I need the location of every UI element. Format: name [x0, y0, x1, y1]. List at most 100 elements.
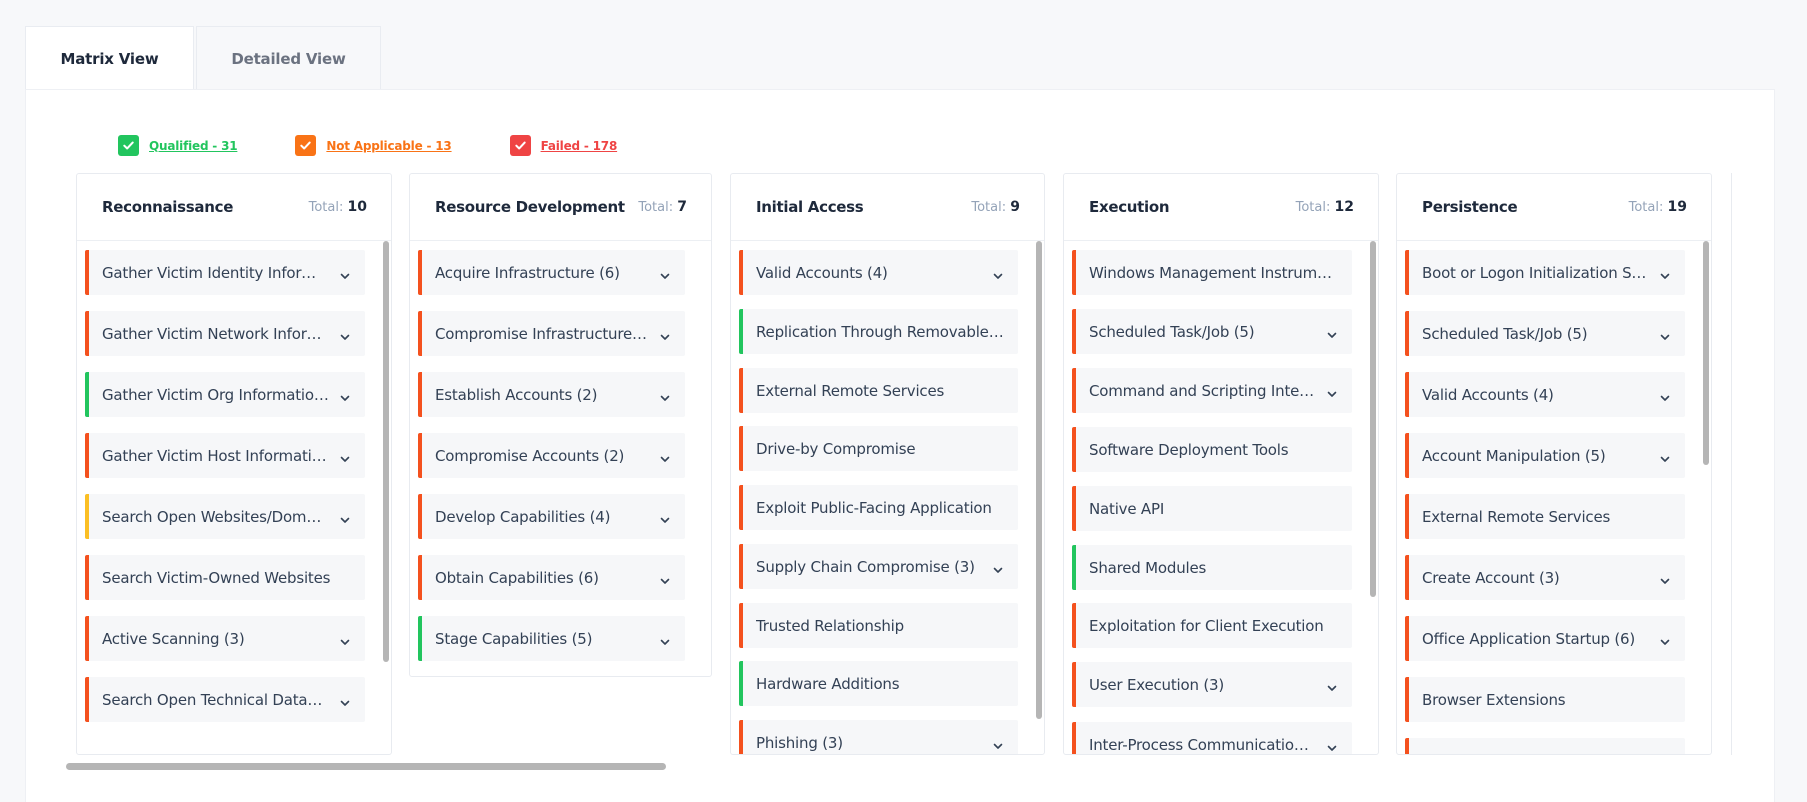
technique-label: Trusted Relationship [756, 616, 904, 635]
not-applicable-checkbox-icon[interactable] [295, 135, 317, 156]
technique-item[interactable]: Gather Victim Network Information (6) [85, 311, 365, 356]
horizontal-scrollbar[interactable] [66, 763, 666, 770]
technique-item[interactable]: Phishing (3) [739, 720, 1018, 754]
technique-item[interactable]: Develop Capabilities (4) [418, 494, 685, 539]
technique-item[interactable]: External Remote Services [1405, 494, 1685, 539]
chevron-down-icon[interactable] [1659, 572, 1671, 584]
technique-item[interactable]: Compromise Accounts (2) [418, 433, 685, 478]
technique-list[interactable]: Windows Management Instrumentation Schedu… [1064, 241, 1378, 754]
technique-item[interactable]: Office Application Startup (6) [1405, 616, 1685, 661]
technique-item[interactable]: Account Manipulation (5) [1405, 433, 1685, 478]
chevron-down-icon[interactable] [1326, 739, 1338, 751]
chevron-down-icon[interactable] [339, 694, 351, 706]
technique-item[interactable]: Boot or Logon Initialization Scripts (5) [1405, 250, 1685, 295]
technique-item[interactable]: Scheduled Task/Job (5) [1405, 311, 1685, 356]
technique-item[interactable]: User Execution (3) [1072, 662, 1352, 707]
technique-item[interactable]: Gather Victim Host Information (4) [85, 433, 365, 478]
tab-matrix-view[interactable]: Matrix View [25, 26, 194, 90]
technique-item[interactable]: Gather Victim Org Information (4) [85, 372, 365, 417]
technique-list[interactable]: Acquire Infrastructure (6) Compromise Inf… [410, 241, 711, 676]
technique-label: Gather Victim Network Information (6) [102, 324, 329, 343]
total-label: Total: [638, 200, 674, 215]
chevron-down-icon[interactable] [1326, 326, 1338, 338]
chevron-down-icon[interactable] [659, 328, 671, 340]
technique-item[interactable]: Command and Scripting Interpreter (8) [1072, 368, 1352, 413]
legend-qualified[interactable]: Qualified - 31 [118, 135, 238, 156]
technique-list[interactable]: Boot or Logon Initialization Scripts (5)… [1397, 241, 1711, 754]
chevron-down-icon[interactable] [659, 633, 671, 645]
chevron-down-icon[interactable] [1659, 450, 1671, 462]
technique-item[interactable]: Gather Victim Identity Information (3) [85, 250, 365, 295]
chevron-down-icon[interactable] [992, 267, 1004, 279]
technique-item[interactable]: Create Account (3) [1405, 555, 1685, 600]
chevron-down-icon[interactable] [992, 561, 1004, 573]
chevron-down-icon[interactable] [339, 267, 351, 279]
legend-failed[interactable]: Failed - 178 [509, 135, 618, 156]
chevron-down-icon[interactable] [1659, 633, 1671, 645]
technique-item[interactable]: Supply Chain Compromise (3) [739, 544, 1018, 589]
technique-item[interactable]: Search Victim-Owned Websites [85, 555, 365, 600]
technique-item[interactable]: Software Deployment Tools [1072, 427, 1352, 472]
technique-item[interactable]: Scheduled Task/Job (5) [1072, 309, 1352, 354]
chevron-down-icon[interactable] [1659, 328, 1671, 340]
technique-item[interactable]: Browser Extensions [1405, 677, 1685, 722]
legend-failed-label[interactable]: Failed - 178 [540, 138, 618, 153]
technique-item[interactable]: Stage Capabilities (5) [418, 616, 685, 661]
chevron-down-icon[interactable] [659, 450, 671, 462]
technique-item[interactable]: Hardware Additions [739, 661, 1018, 706]
technique-list[interactable]: Gather Victim Identity Information (3) Ga… [77, 241, 391, 754]
chevron-down-icon[interactable] [992, 737, 1004, 749]
legend-not-applicable[interactable]: Not Applicable - 13 [295, 135, 452, 156]
chevron-down-icon[interactable] [1326, 385, 1338, 397]
column-scrollbar[interactable] [1703, 241, 1709, 465]
tactic-column-header: Persistence Total: 19 [1397, 174, 1711, 241]
column-scrollbar[interactable] [383, 241, 389, 662]
technique-item[interactable]: Compromise Infrastructure (6) [418, 311, 685, 356]
technique-item[interactable]: Valid Accounts (4) [1405, 372, 1685, 417]
technique-label: Compromise Infrastructure (6) [435, 324, 649, 343]
technique-item[interactable]: Inter-Process Communication (2) [1072, 722, 1352, 754]
failed-checkbox-icon[interactable] [509, 135, 531, 156]
tactic-title: Resource Development [435, 198, 625, 216]
qualified-checkbox-icon[interactable] [118, 135, 139, 156]
tab-detailed-view[interactable]: Detailed View [196, 26, 381, 90]
technique-item[interactable]: Active Scanning (3) [85, 616, 365, 661]
tactic-title: Initial Access [756, 198, 864, 216]
chevron-down-icon[interactable] [659, 511, 671, 523]
technique-item[interactable]: Drive-by Compromise [739, 426, 1018, 471]
technique-item[interactable]: Search Open Websites/Domains (3) [85, 494, 365, 539]
chevron-down-icon[interactable] [1659, 389, 1671, 401]
chevron-down-icon[interactable] [659, 267, 671, 279]
technique-item[interactable]: Exploitation for Client Execution [1072, 603, 1352, 648]
chevron-down-icon[interactable] [1659, 267, 1671, 279]
technique-item[interactable]: Shared Modules [1072, 545, 1352, 590]
technique-item[interactable]: Windows Management Instrumentation [1072, 250, 1352, 295]
technique-item[interactable]: Valid Accounts (4) [739, 250, 1018, 295]
chevron-down-icon[interactable] [659, 389, 671, 401]
technique-label: Drive-by Compromise [756, 439, 916, 458]
technique-item[interactable]: Acquire Infrastructure (6) [418, 250, 685, 295]
tactic-title: Execution [1089, 198, 1170, 216]
chevron-down-icon[interactable] [339, 328, 351, 340]
technique-item[interactable]: BITS Jobs [1405, 738, 1685, 754]
technique-item[interactable]: Obtain Capabilities (6) [418, 555, 685, 600]
legend-qualified-label[interactable]: Qualified - 31 [149, 138, 238, 153]
chevron-down-icon[interactable] [339, 450, 351, 462]
technique-item[interactable]: Exploit Public-Facing Application [739, 485, 1018, 530]
legend-not-applicable-label[interactable]: Not Applicable - 13 [326, 138, 452, 153]
column-scrollbar[interactable] [1036, 241, 1042, 719]
chevron-down-icon[interactable] [339, 511, 351, 523]
technique-item[interactable]: Native API [1072, 486, 1352, 531]
chevron-down-icon[interactable] [1326, 679, 1338, 691]
technique-item[interactable]: External Remote Services [739, 368, 1018, 413]
chevron-down-icon[interactable] [339, 389, 351, 401]
technique-item[interactable]: Trusted Relationship [739, 603, 1018, 648]
technique-item[interactable]: Establish Accounts (2) [418, 372, 685, 417]
column-scrollbar[interactable] [1370, 241, 1376, 597]
technique-list[interactable]: Valid Accounts (4) Replication Through Re… [731, 241, 1044, 754]
technique-item[interactable]: Search Open Technical Databases (5) [85, 677, 365, 722]
chevron-down-icon[interactable] [659, 572, 671, 584]
technique-label: Stage Capabilities (5) [435, 629, 593, 648]
chevron-down-icon[interactable] [339, 633, 351, 645]
technique-item[interactable]: Replication Through Removable Media [739, 309, 1018, 354]
